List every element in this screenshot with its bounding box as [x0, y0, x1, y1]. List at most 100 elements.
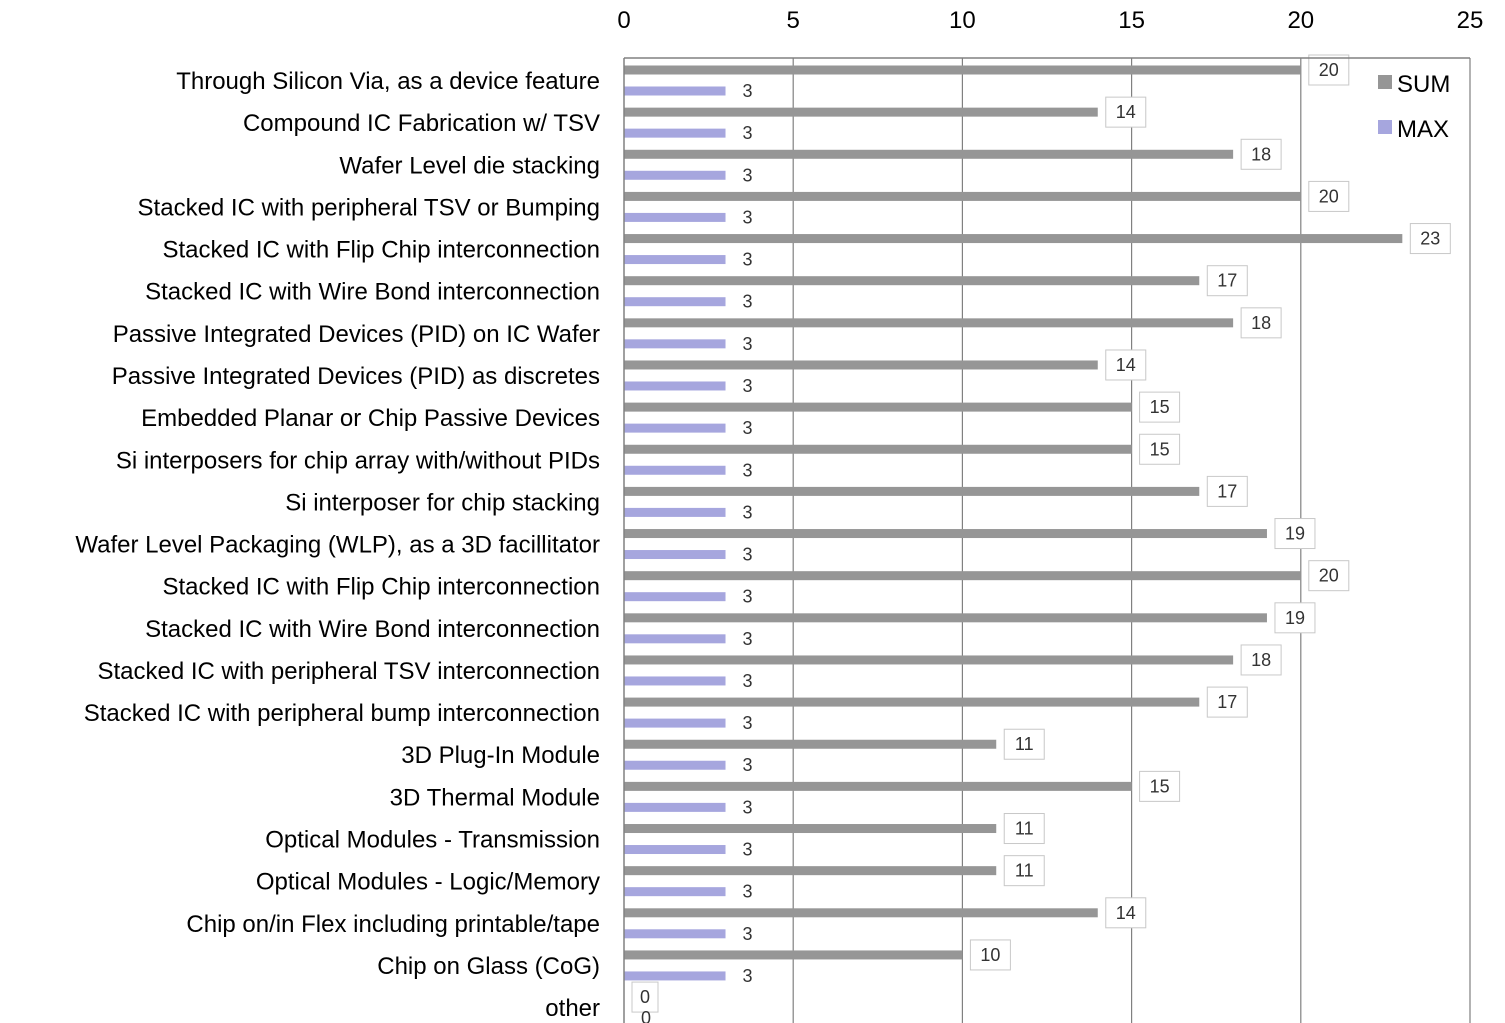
x-tick-label: 20	[1287, 7, 1314, 34]
sum-bar	[624, 739, 997, 749]
max-data-label: 3	[743, 207, 753, 227]
max-data-label: 3	[743, 460, 753, 480]
sum-data-label: 15	[1150, 397, 1170, 417]
sum-data-label: 17	[1217, 481, 1237, 501]
sum-bar	[624, 529, 1267, 539]
sum-data-label: 11	[1015, 819, 1034, 839]
sum-label-box	[1240, 307, 1282, 339]
category-label: Passive Integrated Devices (PID) on IC W…	[113, 321, 600, 348]
max-data-label: 3	[743, 123, 753, 143]
sum-data-label: 18	[1251, 144, 1271, 164]
sum-data-label: 15	[1150, 439, 1170, 459]
sum-data-label: 10	[980, 945, 1000, 965]
sum-bar	[624, 908, 1098, 918]
legend-swatch	[1378, 120, 1392, 134]
category-labels: Through Silicon Via, as a device feature…	[75, 68, 600, 1022]
sum-bar	[624, 402, 1132, 412]
sum-bar	[624, 950, 963, 960]
sum-bar	[624, 824, 997, 834]
sum-data-label: 11	[1015, 861, 1034, 881]
data-labels: 20 3 14 3 18 3 20 3 23 3 17 3 18 3 14 3 15 3 15 3 17 3 19 3 20 3 1…	[631, 54, 1451, 1023]
category-label: Through Silicon Via, as a device feature	[176, 68, 600, 95]
sum-data-label: 15	[1150, 776, 1170, 796]
sum-label-box	[1308, 180, 1350, 212]
max-data-label: 3	[743, 587, 753, 607]
sum-label-box	[1105, 96, 1147, 128]
category-label: Stacked IC with peripheral TSV interconn…	[98, 658, 601, 685]
max-bar	[624, 255, 726, 265]
category-label: Stacked IC with Wire Bond interconnectio…	[145, 279, 600, 306]
max-bar	[624, 212, 726, 222]
max-bar	[624, 592, 726, 602]
max-bar	[624, 465, 726, 475]
sum-data-label: 20	[1319, 566, 1339, 586]
max-bar	[624, 971, 726, 981]
sum-label-box	[1139, 433, 1181, 465]
sum-label-box	[1105, 897, 1147, 929]
sum-label-box	[631, 981, 659, 1013]
sum-data-label: 18	[1251, 313, 1271, 333]
max-data-label: 3	[743, 882, 753, 902]
x-tick-label: 15	[1118, 7, 1145, 34]
sum-bar	[624, 360, 1098, 370]
max-bar	[624, 86, 726, 96]
sum-label-box	[1240, 138, 1282, 170]
max-data-label: 3	[743, 840, 753, 860]
max-bar	[624, 507, 726, 517]
grid-lines	[792, 58, 1471, 1023]
max-bar	[624, 887, 726, 897]
sum-bar	[624, 107, 1098, 117]
category-label: Chip on Glass (CoG)	[377, 953, 600, 980]
bars	[624, 65, 1403, 981]
max-data-label: 3	[743, 545, 753, 565]
sum-data-label: 17	[1217, 692, 1237, 712]
x-tick-label: 10	[949, 7, 976, 34]
max-bar	[624, 297, 726, 307]
sum-data-label: 14	[1116, 355, 1136, 375]
sum-data-label: 19	[1285, 608, 1305, 628]
sum-data-label: 20	[1319, 60, 1339, 80]
category-label: Stacked IC with Flip Chip interconnectio…	[162, 237, 600, 264]
sum-data-label: 18	[1251, 650, 1271, 670]
legend-label: SUM	[1397, 71, 1450, 98]
max-data-label: 3	[743, 502, 753, 522]
sum-bar	[624, 613, 1267, 623]
sum-bar	[624, 149, 1234, 159]
max-bar	[624, 676, 726, 686]
sum-bar	[624, 655, 1234, 665]
sum-label-box	[1206, 686, 1248, 718]
sum-bar	[624, 697, 1200, 707]
sum-label-box	[1105, 349, 1147, 381]
max-data-label: 0	[641, 1008, 651, 1023]
max-data-label: 3	[743, 81, 753, 101]
category-label: Si interposers for chip array with/witho…	[116, 447, 600, 474]
sum-data-label: 17	[1217, 271, 1237, 291]
category-label: 3D Plug-In Module	[401, 742, 600, 769]
category-label: other	[545, 995, 600, 1022]
x-axis: 0 5 10 15 20 25	[617, 7, 1483, 1023]
sum-bar	[624, 781, 1132, 791]
max-data-label: 3	[743, 797, 753, 817]
sum-bar	[624, 234, 1403, 244]
x-tick-label: 5	[787, 7, 800, 34]
category-label: Stacked IC with Wire Bond interconnectio…	[145, 616, 600, 643]
max-data-label: 3	[743, 924, 753, 944]
max-bar	[624, 845, 726, 855]
sum-label-box	[1274, 518, 1316, 550]
max-bar	[624, 802, 726, 812]
sum-label-box	[1308, 560, 1350, 592]
sum-label-box	[1308, 54, 1350, 86]
max-data-label: 3	[743, 966, 753, 986]
x-tick-label: 25	[1457, 7, 1484, 34]
max-data-label: 3	[743, 292, 753, 312]
sum-label-box	[1003, 855, 1045, 887]
sum-data-label: 11	[1015, 734, 1034, 754]
category-label: Si interposer for chip stacking	[285, 489, 600, 516]
sum-data-label: 23	[1420, 229, 1440, 249]
category-label: Optical Modules - Logic/Memory	[256, 869, 600, 896]
max-data-label: 3	[743, 418, 753, 438]
sum-data-label: 14	[1116, 903, 1136, 923]
max-data-label: 3	[743, 671, 753, 691]
sum-bar	[624, 65, 1301, 75]
